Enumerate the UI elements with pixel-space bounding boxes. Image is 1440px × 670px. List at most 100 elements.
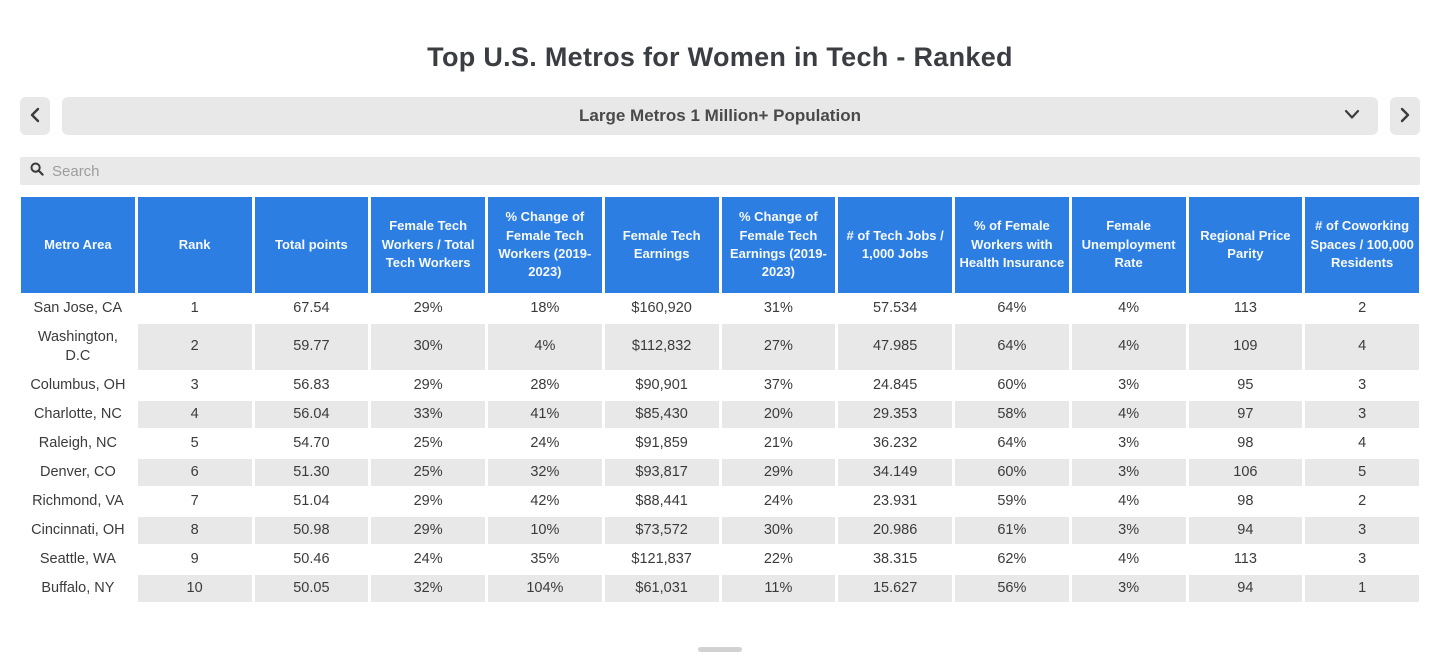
metro-area-cell: Raleigh, NC — [21, 429, 135, 457]
data-cell: 1 — [1305, 574, 1419, 602]
data-cell: 35% — [488, 545, 602, 573]
data-cell: 51.30 — [254, 458, 369, 486]
table-row: Cincinnati, OH 8 50.98 29% 10% $73,572 30% 20.9… — [21, 516, 1419, 544]
search-icon — [30, 162, 44, 181]
data-cell: 64% — [955, 429, 1069, 457]
data-cell: $112,832 — [604, 324, 719, 370]
data-cell: 23.931 — [838, 487, 952, 515]
data-cell: 4% — [1071, 487, 1186, 515]
data-cell: 29% — [371, 371, 485, 399]
data-cell: 3 — [1305, 400, 1419, 428]
data-cell: 22% — [721, 545, 836, 573]
data-cell: 5 — [1305, 458, 1419, 486]
column-header: # of Coworking Spaces / 100,000 Resident… — [1305, 197, 1419, 293]
data-cell: 15.627 — [838, 574, 952, 602]
data-cell: 50.46 — [254, 545, 369, 573]
next-category-button[interactable] — [1390, 97, 1420, 135]
data-cell: 95 — [1188, 371, 1303, 399]
data-cell: 24% — [721, 487, 836, 515]
data-cell: 29% — [371, 295, 485, 322]
data-cell: 29% — [371, 487, 485, 515]
data-cell: 36.232 — [838, 429, 952, 457]
metro-area-cell: San Jose, CA — [21, 295, 135, 322]
data-cell: 3 — [1305, 545, 1419, 573]
data-cell: 98 — [1188, 429, 1303, 457]
category-nav: Large Metros 1 Million+ Population — [20, 97, 1420, 135]
data-cell: 20% — [721, 400, 836, 428]
chevron-down-icon — [1344, 107, 1360, 125]
table-row: Columbus, OH 3 56.83 29% 28% $90,901 37% 24.845… — [21, 371, 1419, 399]
data-cell: 5 — [137, 429, 252, 457]
data-cell: 57.534 — [838, 295, 952, 322]
data-cell: 24% — [371, 545, 485, 573]
data-cell: 3 — [1305, 371, 1419, 399]
table-row: San Jose, CA 1 67.54 29% 18% $160,920 31% 57.53… — [21, 295, 1419, 322]
data-cell: 2 — [137, 324, 252, 370]
data-cell: 31% — [721, 295, 836, 322]
data-cell: 32% — [371, 574, 485, 602]
data-cell: 4% — [1071, 324, 1186, 370]
data-cell: $121,837 — [604, 545, 719, 573]
data-cell: 10% — [488, 516, 602, 544]
data-cell: 34.149 — [838, 458, 952, 486]
data-cell: 30% — [371, 324, 485, 370]
data-cell: 97 — [1188, 400, 1303, 428]
data-cell: 62% — [955, 545, 1069, 573]
data-cell: 11% — [721, 574, 836, 602]
data-cell: $61,031 — [604, 574, 719, 602]
data-cell: 7 — [137, 487, 252, 515]
table-horizontal-scrollbar[interactable] — [698, 647, 742, 652]
data-cell: 24.845 — [838, 371, 952, 399]
data-cell: 37% — [721, 371, 836, 399]
column-header: Female Unemployment Rate — [1071, 197, 1186, 293]
table-row: Raleigh, NC 5 54.70 25% 24% $91,859 21% 36.232 6… — [21, 429, 1419, 457]
data-cell: 27% — [721, 324, 836, 370]
data-cell: 4% — [1071, 545, 1186, 573]
data-cell: $85,430 — [604, 400, 719, 428]
data-cell: 4 — [1305, 324, 1419, 370]
ranking-table-container: Metro Area Rank Total points Female Tech Wo… — [18, 195, 1422, 604]
chevron-right-icon — [1399, 107, 1411, 126]
metro-area-cell: Buffalo, NY — [21, 574, 135, 602]
table-header: Metro Area Rank Total points Female Tech Wo… — [21, 197, 1419, 293]
data-cell: 56.04 — [254, 400, 369, 428]
data-cell: 47.985 — [838, 324, 952, 370]
data-cell: 113 — [1188, 545, 1303, 573]
search-bar — [20, 157, 1420, 185]
data-cell: 59.77 — [254, 324, 369, 370]
data-cell: $160,920 — [604, 295, 719, 322]
data-cell: 1 — [137, 295, 252, 322]
data-cell: 94 — [1188, 516, 1303, 544]
column-header: % Change of Female Tech Earnings (2019-2… — [721, 197, 836, 293]
data-cell: 3% — [1071, 458, 1186, 486]
metro-area-cell: Washington, D.C — [21, 324, 135, 370]
table-row: Seattle, WA 9 50.46 24% 35% $121,837 22% 38.315… — [21, 545, 1419, 573]
data-cell: 4% — [1071, 400, 1186, 428]
data-cell: $90,901 — [604, 371, 719, 399]
data-cell: 3% — [1071, 371, 1186, 399]
search-input[interactable] — [52, 162, 1410, 180]
data-cell: 3 — [1305, 516, 1419, 544]
category-dropdown-label: Large Metros 1 Million+ Population — [579, 106, 861, 125]
data-cell: 29.353 — [838, 400, 952, 428]
data-cell: $91,859 — [604, 429, 719, 457]
data-cell: 18% — [488, 295, 602, 322]
data-cell: 60% — [955, 371, 1069, 399]
data-cell: 6 — [137, 458, 252, 486]
chevron-left-icon — [29, 107, 41, 126]
data-cell: 21% — [721, 429, 836, 457]
data-cell: $93,817 — [604, 458, 719, 486]
metro-area-cell: Richmond, VA — [21, 487, 135, 515]
metro-area-cell: Cincinnati, OH — [21, 516, 135, 544]
prev-category-button[interactable] — [20, 97, 50, 135]
data-cell: 106 — [1188, 458, 1303, 486]
data-cell: 3% — [1071, 574, 1186, 602]
category-dropdown[interactable]: Large Metros 1 Million+ Population — [62, 97, 1378, 135]
metro-area-cell: Columbus, OH — [21, 371, 135, 399]
column-header: Female Tech Earnings — [604, 197, 719, 293]
data-cell: $88,441 — [604, 487, 719, 515]
data-cell: 42% — [488, 487, 602, 515]
data-cell: 50.98 — [254, 516, 369, 544]
table-row: Buffalo, NY 10 50.05 32% 104% $61,031 11% 15.62… — [21, 574, 1419, 602]
data-cell: 51.04 — [254, 487, 369, 515]
